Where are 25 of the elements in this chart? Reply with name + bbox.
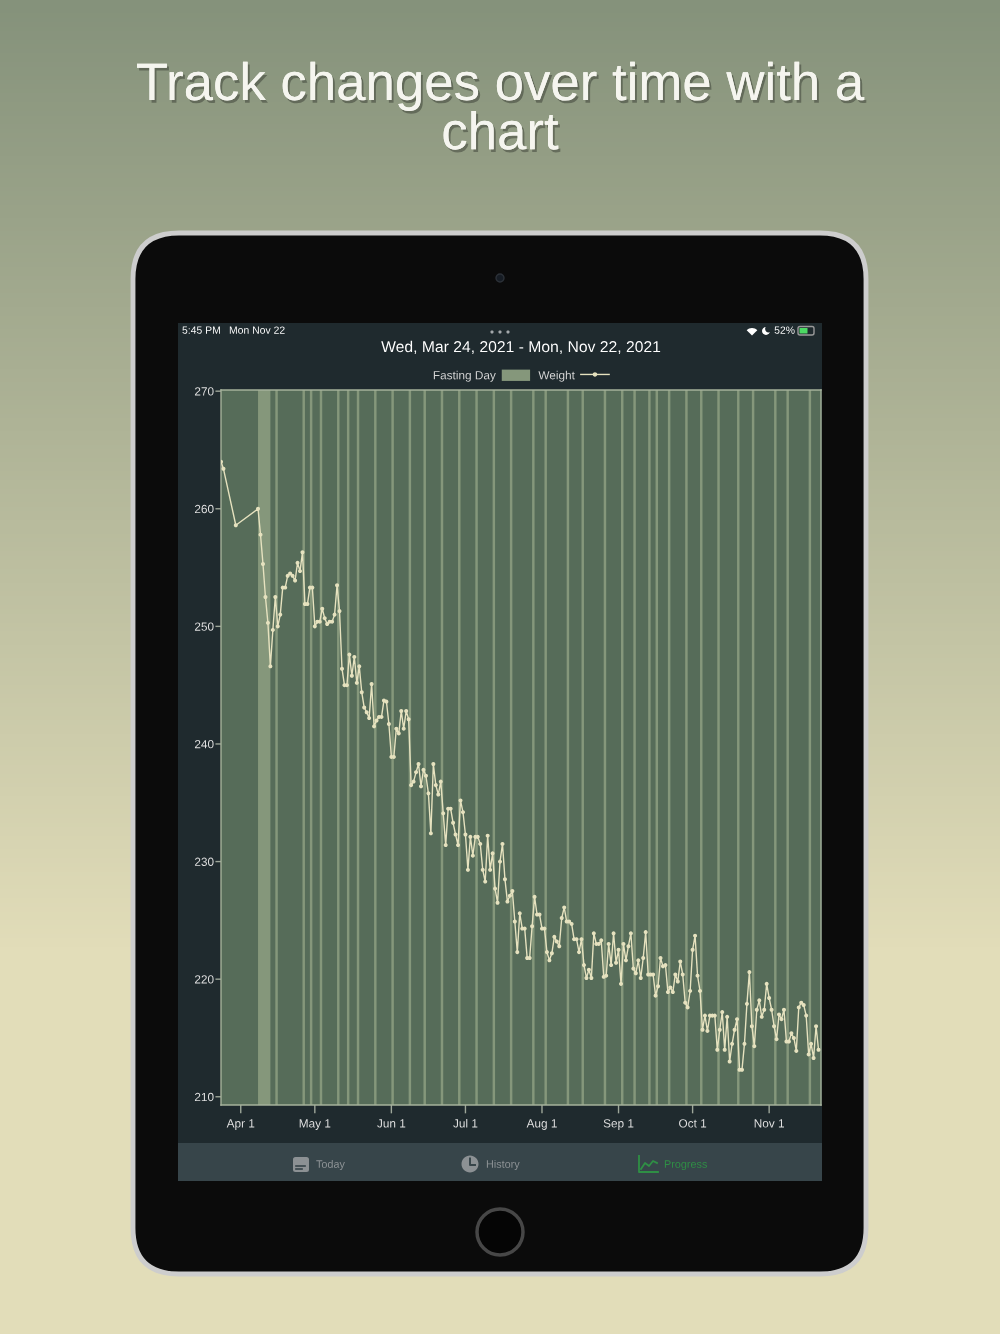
y-tick-label: 240 [194, 740, 214, 749]
text: 5:45 PM [182, 326, 220, 334]
y-tick-label: 220 [194, 975, 214, 984]
text: History [486, 1159, 520, 1171]
legend-label: Weight [538, 370, 575, 382]
y-tick-label: 260 [194, 504, 214, 514]
y-tick-label: 230 [194, 857, 214, 866]
x-tick-label: May 1 [299, 1119, 331, 1130]
x-tick-label: Jun 1 [377, 1119, 406, 1128]
x-tick-label: Apr 1 [226, 1119, 255, 1130]
chart-subtitle: Wed, Mar 24, 2021 - Mon, Nov 22, 2021 [381, 340, 661, 355]
x-tick-label: Sep 1 [603, 1119, 634, 1130]
legend-label: Fasting Day [433, 370, 496, 382]
text: Progress [664, 1160, 707, 1171]
y-tick-label: 250 [194, 622, 214, 631]
text: Mon Nov 22 [229, 326, 285, 334]
x-tick-label: Nov 1 [754, 1119, 784, 1128]
x-tick-label: Oct 1 [679, 1119, 707, 1128]
text: 52% [774, 326, 795, 334]
y-tick-label: 210 [194, 1092, 214, 1102]
y-tick-label: 270 [194, 387, 214, 396]
text: Today [316, 1159, 345, 1171]
x-tick-label: Jul 1 [453, 1118, 478, 1128]
chart-title: Track changes over time with a chart [137, 61, 867, 153]
x-tick-label: Aug 1 [526, 1119, 557, 1130]
